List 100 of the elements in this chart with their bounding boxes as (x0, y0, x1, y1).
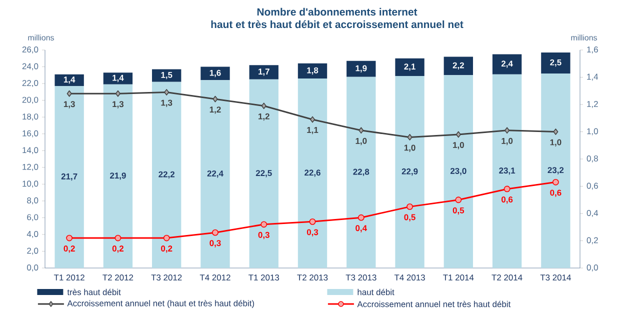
y-tick-label: 10,0 (22, 180, 38, 188)
x-tick-label: T1 2013 (248, 274, 280, 281)
y-tick-label: 14,0 (22, 147, 38, 154)
data-label: 1,7 (258, 68, 270, 76)
bar (444, 75, 474, 268)
data-label: 1,1 (307, 127, 318, 134)
y2-tick-label: 0,8 (586, 156, 598, 162)
x-tick-label: T2 2014 (492, 274, 522, 281)
x-tick-label: T3 2014 (540, 274, 571, 281)
data-label: 1,4 (64, 76, 76, 84)
bar (492, 54, 522, 74)
y2-tick-label: 0,2 (586, 237, 598, 244)
data-label: 0,4 (356, 225, 367, 232)
x-tick-label: T1 2014 (443, 274, 474, 281)
y2-tick-label: 1,6 (587, 46, 598, 54)
data-label: 22,4 (207, 170, 224, 178)
y2-tick-label: 0,6 (586, 182, 598, 190)
x-tick-label: T2 2013 (297, 274, 328, 281)
point (212, 229, 218, 236)
bar (298, 78, 328, 268)
point (358, 127, 364, 134)
data-label: 0,2 (161, 246, 172, 253)
point (552, 178, 559, 186)
data-label: 23,1 (499, 168, 516, 175)
bar (103, 72, 133, 84)
data-label: 0,6 (550, 190, 562, 197)
data-label: 22,2 (158, 171, 174, 179)
point (553, 128, 558, 135)
y2-tick-label: 0,4 (586, 210, 598, 217)
bar (249, 65, 278, 80)
x-tick-label: T3 2013 (346, 274, 376, 281)
data-label: 1,6 (210, 70, 221, 78)
y-tick-label: 20,0 (22, 96, 38, 104)
data-label: 23,2 (548, 167, 564, 174)
y-tick-label: 6,0 (27, 214, 38, 222)
data-label: 22,8 (353, 168, 370, 176)
point (310, 116, 315, 123)
point (260, 221, 268, 228)
point (406, 203, 413, 210)
bar (541, 73, 570, 268)
data-label: 1,0 (356, 138, 367, 146)
point (114, 234, 122, 242)
data-label: 0,2 (112, 246, 124, 253)
bar (152, 82, 182, 268)
data-label: 0,3 (306, 229, 318, 236)
data-label: 0,3 (210, 240, 221, 248)
chart-title: Nombre d'abonnements internet (257, 8, 418, 16)
bar (200, 80, 230, 268)
point (504, 127, 510, 134)
data-label: 1,0 (453, 142, 464, 150)
data-label: 0,6 (501, 196, 513, 204)
data-label: 1,3 (112, 101, 124, 108)
y2-tick-label: 1,4 (587, 74, 598, 81)
data-label: 22,6 (304, 170, 320, 177)
bar (346, 76, 376, 268)
y-tick-label: 0,0 (27, 264, 38, 272)
point (261, 102, 266, 110)
bar (541, 52, 570, 74)
y-tick-label: 26,0 (22, 46, 38, 54)
x-tick-label: T1 2012 (54, 274, 84, 281)
data-label: 1,5 (161, 72, 172, 80)
point (115, 90, 120, 97)
y-tick-label: 24,0 (22, 63, 38, 70)
y-tick-label: 22,0 (22, 80, 38, 88)
data-label: 1,2 (210, 106, 221, 114)
y2-tick-label: 0,0 (586, 264, 598, 272)
legend-label: Accroissement annuel net très haut débit (357, 300, 511, 308)
point (358, 214, 364, 221)
point (309, 218, 316, 225)
y2-tick-label: 1,2 (587, 101, 598, 108)
legend-label: très haut débit (67, 288, 121, 296)
x-tick-label: T3 2012 (151, 274, 182, 281)
x-tick-label: T4 2012 (200, 274, 230, 281)
point (504, 186, 510, 192)
data-label: 2,2 (452, 62, 464, 70)
bar (152, 69, 182, 82)
y2-tick-label: 1,0 (587, 128, 598, 136)
y-tick-label: 18,0 (22, 114, 38, 121)
data-label: 1,9 (356, 65, 367, 72)
data-label: 2,4 (501, 60, 513, 68)
data-label: 1,4 (112, 74, 124, 82)
bar (54, 86, 84, 268)
y-tick-label: 2,0 (27, 248, 38, 255)
data-label: 22,9 (402, 168, 418, 176)
bar (200, 66, 230, 80)
data-label: 0,3 (258, 232, 270, 240)
bar (346, 60, 376, 77)
data-label: 2,1 (404, 64, 416, 71)
data-label: 21,7 (61, 173, 78, 181)
point (164, 89, 170, 96)
data-label: 0,2 (64, 246, 75, 253)
point (455, 196, 462, 204)
x-tick-label: T4 2013 (394, 274, 425, 281)
x-tick-label: T2 2012 (102, 274, 134, 281)
y-tick-label: 12,0 (22, 164, 38, 171)
y-tick-label: 4,0 (26, 230, 38, 238)
data-label: 0,5 (452, 207, 464, 215)
bar (54, 74, 84, 86)
data-label: 1,3 (161, 100, 172, 107)
point (66, 90, 72, 97)
